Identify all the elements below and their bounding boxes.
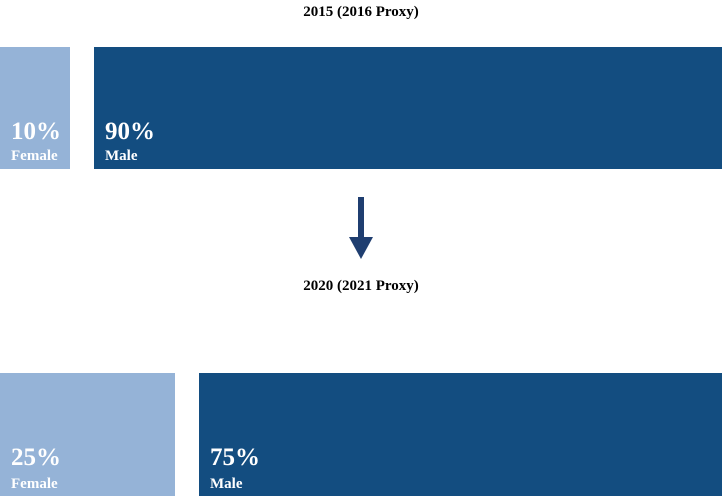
bar-value-label-female: 25%: [11, 444, 61, 471]
panel-title-2015: 2015 (2016 Proxy): [303, 4, 419, 20]
arrow-shaft: [358, 197, 364, 239]
bar-category-label-male: Male: [210, 476, 243, 492]
bar-value-label-female: 10%: [11, 118, 61, 145]
arrow-down-icon: [349, 197, 373, 259]
bar-category-label-female: Female: [11, 476, 58, 492]
bar-female: 10% Female: [0, 47, 70, 169]
bar-value-label-male: 90%: [105, 118, 155, 145]
arrow-head: [349, 237, 373, 259]
bar-female: 25% Female: [0, 373, 175, 496]
bar-male: 90% Male: [94, 47, 722, 169]
bar-category-label-female: Female: [11, 148, 58, 164]
panel-title-2020: 2020 (2021 Proxy): [303, 278, 419, 294]
bar-category-label-male: Male: [105, 148, 138, 164]
bar-value-label-male: 75%: [210, 444, 260, 471]
bar-male: 75% Male: [199, 373, 722, 496]
